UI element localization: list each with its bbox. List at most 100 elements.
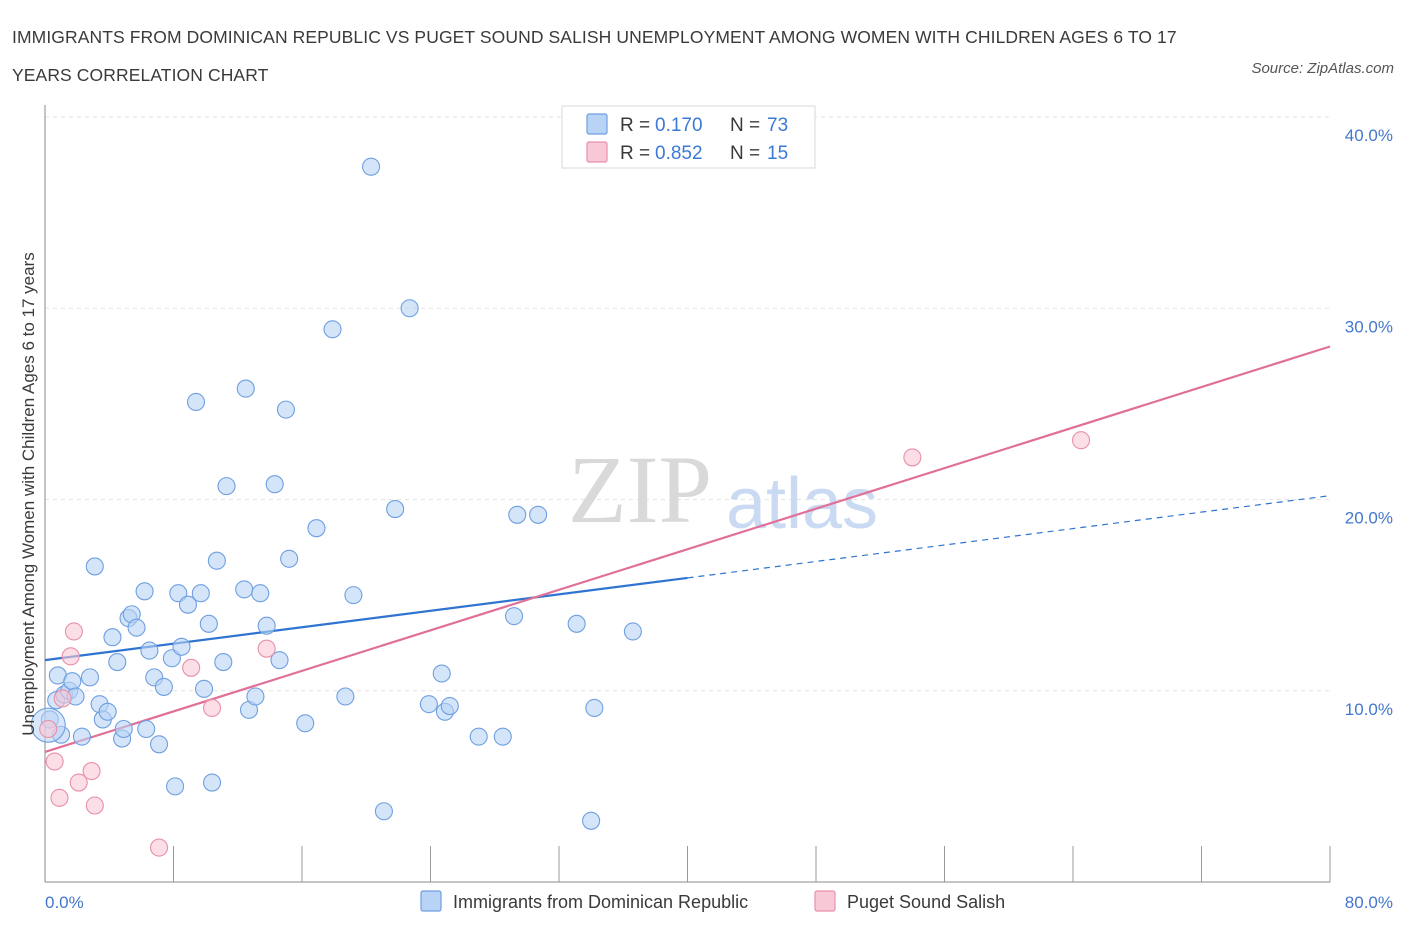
data-point-blue (336, 687, 355, 706)
data-point-blue (114, 719, 133, 739)
data-point-pink (69, 773, 88, 792)
chart-title: IMMIGRANTS FROM DOMINICAN REPUBLIC VS PU… (12, 27, 1177, 85)
data-point-blue (103, 628, 122, 647)
data-point-blue (186, 392, 206, 412)
series-legend-label-pink: Puget Sound Salish (847, 892, 1005, 912)
legend-swatch-pink (586, 141, 608, 163)
series-legend: Immigrants from Dominican Republic Puget… (420, 890, 1005, 912)
data-point-blue (307, 519, 326, 538)
data-point-blue (419, 695, 438, 714)
data-point-blue (529, 505, 548, 524)
y-tick-label: 40.0% (1345, 126, 1393, 145)
data-point-blue (265, 475, 284, 494)
data-point-blue (236, 379, 255, 398)
data-point-blue (246, 687, 265, 706)
data-point-blue (214, 653, 233, 672)
data-point-blue (344, 586, 363, 605)
data-point-blue (362, 157, 381, 176)
data-point-blue (154, 677, 173, 696)
tick-labels: 10.0% 20.0% 30.0% 40.0% 0.0% 80.0% (45, 126, 1393, 912)
data-point-blue (469, 727, 488, 746)
data-point-blue (203, 773, 222, 792)
data-point-blue (207, 551, 226, 570)
legend-n-label: N = (730, 143, 760, 164)
data-point-blue (85, 557, 104, 576)
data-point-blue (508, 505, 527, 524)
data-point-blue (623, 622, 642, 641)
data-point-pink (257, 639, 276, 658)
data-point-blue (374, 802, 393, 821)
data-point-pink (149, 838, 169, 857)
watermark-zip: ZIP (568, 436, 712, 543)
watermark-atlas: atlas (726, 464, 878, 544)
data-point-blue (80, 668, 100, 687)
watermark: ZIP atlas (568, 436, 878, 544)
data-point-blue (251, 584, 270, 603)
data-point-pink (82, 762, 101, 781)
data-point-blue (194, 679, 214, 698)
legend-n-value: 73 (767, 115, 788, 136)
grid-lines (45, 116, 1330, 692)
legend-row-pink: R = 0.852 N = 15 (586, 141, 788, 164)
y-tick-label: 10.0% (1345, 700, 1393, 719)
data-point-blue (296, 714, 315, 733)
data-point-pink (903, 448, 922, 467)
data-point-blue (432, 664, 451, 683)
data-point-pink (182, 658, 201, 677)
y-tick-label: 30.0% (1345, 317, 1393, 336)
data-point-blue (440, 696, 459, 716)
data-point-blue (323, 320, 342, 339)
legend-r-value: 0.852 (655, 143, 703, 164)
data-point-blue (235, 580, 254, 599)
data-point-blue (166, 777, 185, 796)
x-tick-label: 80.0% (1345, 893, 1393, 912)
data-point-pink (53, 689, 72, 708)
data-point-blue (567, 614, 586, 633)
legend-n-value: 15 (767, 143, 788, 164)
data-point-blue (199, 614, 218, 633)
data-point-blue (140, 641, 159, 660)
data-point-blue (108, 653, 127, 672)
legend-n-label: N = (730, 115, 760, 136)
source-label: Source: ZipAtlas.com (1251, 60, 1394, 77)
data-points (30, 157, 1091, 857)
series-legend-swatch-blue (420, 890, 442, 912)
data-point-pink (50, 788, 69, 807)
data-point-pink (85, 796, 104, 815)
legend-r-label: R = (620, 115, 650, 136)
x-tick-label: 0.0% (45, 893, 84, 912)
data-point-pink (64, 622, 83, 641)
trend-line-blue-extension (687, 495, 1331, 579)
data-point-pink (45, 752, 64, 771)
data-point-blue (135, 582, 154, 601)
data-point-pink (61, 647, 80, 666)
data-point-blue (280, 549, 299, 568)
data-point-blue (386, 500, 405, 519)
data-point-blue (191, 584, 210, 603)
data-point-blue (63, 672, 82, 691)
series-legend-label-blue: Immigrants from Dominican Republic (453, 892, 748, 912)
data-point-blue (400, 299, 419, 318)
data-point-blue (504, 607, 524, 626)
data-point-blue (72, 727, 91, 746)
legend-r-value: 0.170 (655, 115, 703, 136)
data-point-blue (585, 698, 604, 718)
trend-line-pink (44, 345, 1331, 753)
y-tick-label: 20.0% (1345, 509, 1393, 528)
y-axis-label: Unemployment Among Women with Children A… (19, 252, 38, 736)
data-point-blue (137, 719, 156, 739)
data-point-blue (98, 702, 117, 721)
data-point-blue (127, 618, 146, 637)
legend-swatch-blue (586, 113, 608, 135)
legend: R = 0.170 N = 73 R = 0.852 N = 15 (561, 105, 816, 169)
data-point-blue (276, 400, 295, 419)
data-point-blue (493, 727, 512, 746)
data-point-blue (270, 651, 289, 670)
data-point-blue (217, 477, 236, 496)
data-point-pink (1071, 431, 1091, 450)
data-point-pink (203, 698, 222, 718)
data-point-blue (149, 735, 169, 754)
data-point-blue (582, 811, 601, 830)
legend-row-blue: R = 0.170 N = 73 (586, 113, 788, 136)
